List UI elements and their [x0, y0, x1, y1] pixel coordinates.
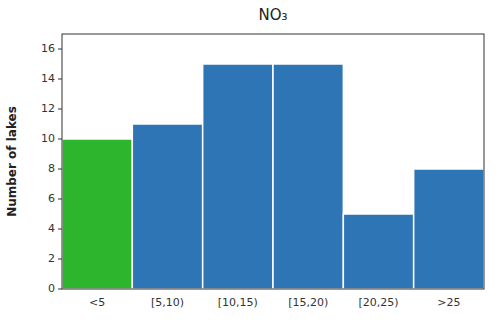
bar: [343, 214, 413, 289]
x-axis: <5 [5,10) [10,15) [15,20) [20,25) >25: [89, 296, 460, 309]
y-tick-label: 0: [48, 282, 55, 295]
y-tick: [58, 49, 62, 50]
y-tick: [58, 289, 62, 290]
x-tick-label: [5,10): [151, 296, 184, 309]
bar: [273, 64, 343, 289]
bar: [414, 169, 484, 289]
y-tick-label: 2: [48, 252, 55, 265]
y-tick-label: 14: [41, 72, 55, 85]
y-tick: [58, 139, 62, 140]
chart-svg: 0 2 4 6 8 10 12 14 16 <5 [5,10) [10,15) [15,20) [20,2…: [0, 0, 500, 325]
y-tick: [58, 169, 62, 170]
y-tick-label: 8: [48, 162, 55, 175]
x-tick-label: [15,20): [288, 296, 328, 309]
y-tick-label: 10: [41, 132, 55, 145]
bar: [62, 139, 132, 289]
y-tick-label: 4: [48, 222, 55, 235]
y-tick: [58, 229, 62, 230]
y-tick-label: 6: [48, 192, 55, 205]
x-tick-label: >25: [437, 296, 460, 309]
plot-frame: [62, 34, 484, 289]
x-tick-label: [10,15): [218, 296, 258, 309]
title: NO₃: [258, 6, 287, 24]
bar: [203, 64, 273, 289]
y-axis-label: Number of lakes: [5, 106, 19, 217]
y-axis: 0 2 4 6 8 10 12 14 16: [41, 42, 62, 295]
page: {"chart_data": {"type": "bar", "title": …: [0, 0, 500, 325]
x-tick-label: <5: [89, 296, 105, 309]
y-tick: [58, 199, 62, 200]
y-tick: [58, 109, 62, 110]
bar: [132, 124, 202, 289]
y-tick-label: 16: [41, 42, 55, 55]
chart-container: 0 2 4 6 8 10 12 14 16 <5 [5,10) [10,15) [15,20) [20,2…: [0, 0, 500, 325]
bars: [62, 64, 484, 289]
y-tick: [58, 79, 62, 80]
x-tick-label: [20,25): [358, 296, 398, 309]
y-tick-label: 12: [41, 102, 55, 115]
y-tick: [58, 259, 62, 260]
